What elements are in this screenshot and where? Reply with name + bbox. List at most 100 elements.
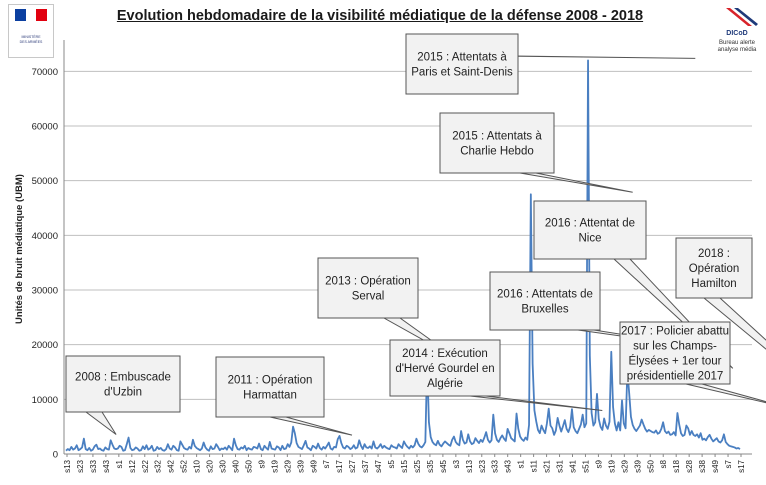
ministry-logo-line-1: MINISTÈRE — [21, 35, 41, 39]
x-tick-label: s22 — [141, 459, 150, 472]
x-tick-label: s29 — [620, 459, 629, 472]
x-tick-label: s51 — [581, 459, 590, 472]
x-tick-label: s17 — [737, 459, 746, 472]
flag-red-stripe — [36, 9, 48, 21]
x-tick-label: s21 — [543, 459, 552, 472]
x-tick-label: s25 — [413, 459, 422, 472]
callout-label: Charlie Hebdo — [460, 146, 534, 158]
x-tick-label: s52 — [180, 459, 189, 472]
dicod-blue-stroke — [734, 8, 758, 26]
x-tick-label: s31 — [556, 459, 565, 472]
y-tick-label: 10000 — [32, 395, 58, 406]
x-tick-label: s49 — [711, 459, 720, 472]
x-tick-label: s29 — [283, 459, 292, 472]
x-tick-label: s7 — [724, 459, 733, 468]
callout-box — [489, 271, 601, 331]
callout-label: Paris et Saint-Denis — [411, 67, 513, 79]
x-tick-label: s42 — [167, 459, 176, 472]
french-flag-icon — [15, 9, 48, 21]
x-tick-label: s9 — [594, 459, 603, 468]
x-tick-label: s10 — [193, 459, 202, 472]
y-tick-label: 40000 — [32, 231, 58, 242]
callout-pointer — [469, 395, 603, 411]
x-tick-label: s50 — [646, 459, 655, 472]
callout-label: Algérie — [427, 378, 463, 390]
callout-label: Serval — [352, 291, 385, 303]
x-tick-label: s7 — [322, 459, 331, 468]
callout-label: 2016 : Attentats de — [497, 289, 593, 301]
callout-label: d'Hervé Gourdel en — [395, 363, 494, 375]
x-tick-label: s11 — [530, 459, 539, 472]
dicod-red-stroke — [726, 8, 752, 26]
x-tick-label: s35 — [426, 459, 435, 472]
callout-box — [405, 33, 519, 95]
callout-label: Opération — [689, 263, 740, 275]
x-tick-label: s32 — [154, 459, 163, 472]
x-tick-label: s5 — [387, 459, 396, 468]
x-tick-label: s38 — [698, 459, 707, 472]
callout-box — [619, 321, 731, 385]
y-tick-label: 60000 — [32, 122, 58, 133]
ministry-logo-line-2: DES ARMÉES — [19, 40, 43, 44]
callout-label: Élysées + 1er tour — [628, 355, 721, 368]
callout-box — [675, 237, 753, 299]
x-tick-label: s23 — [76, 459, 85, 472]
callout-label: 2018 : — [698, 248, 730, 260]
callout-label: 2016 : Attentat de — [545, 218, 635, 230]
callout-box — [389, 339, 501, 397]
callout-box — [533, 200, 647, 260]
y-axis-title: Unités de bruit médiatique (UBM) — [14, 174, 25, 324]
x-tick-label: s13 — [63, 459, 72, 472]
callout-box — [439, 112, 555, 174]
y-tick-label: 70000 — [32, 67, 58, 78]
callout-label: présidentielle 2017 — [627, 371, 724, 383]
callout-label: 2015 : Attentats à — [417, 52, 507, 64]
callout-pointer — [84, 411, 117, 435]
x-tick-label: s30 — [219, 459, 228, 472]
x-tick-label: s18 — [672, 459, 681, 472]
flag-blue-stripe — [15, 9, 26, 21]
x-tick-label: s39 — [633, 459, 642, 472]
callout-label: 2017 : Policier abattu — [621, 326, 729, 338]
ministry-logo: MINISTÈRE DES ARMÉES — [8, 4, 54, 58]
dicod-sub-line-1: Bureau alerte — [718, 40, 756, 46]
x-tick-label: s12 — [128, 459, 137, 472]
dicod-sub-line-2: analyse média — [717, 47, 757, 53]
x-tick-label: s20 — [206, 459, 215, 472]
y-tick-label: 20000 — [32, 340, 58, 351]
callout-label: sur les Champs- — [633, 341, 717, 353]
callout-pointer — [685, 383, 766, 404]
x-tick-label: s50 — [244, 459, 253, 472]
x-tick-label: s3 — [452, 459, 461, 468]
x-tick-label: s33 — [89, 459, 98, 472]
x-tick-label: s39 — [296, 459, 305, 472]
callout-label: Bruxelles — [521, 304, 569, 316]
x-tick-label: s1 — [115, 459, 124, 468]
flag-white-stripe — [25, 9, 37, 21]
x-tick-label: s33 — [491, 459, 500, 472]
x-tick-label: s27 — [348, 459, 357, 472]
x-tick-label: s13 — [465, 459, 474, 472]
callout-label: 2015 : Attentats à — [452, 131, 542, 143]
dicod-name: DICoD — [726, 30, 748, 37]
callout-pointer — [519, 172, 633, 193]
x-tick-label: s49 — [309, 459, 318, 472]
dicod-mark-icon — [726, 8, 758, 26]
x-tick-label: s19 — [270, 459, 279, 472]
callout-box — [317, 257, 419, 319]
callout-label: Harmattan — [243, 390, 297, 402]
x-tick-label: s23 — [478, 459, 487, 472]
callout-label: Hamilton — [691, 278, 736, 290]
callout-pointer — [269, 416, 353, 436]
x-tick-label: s47 — [374, 459, 383, 472]
callout-pointer — [497, 55, 696, 59]
x-tick-label: s41 — [569, 459, 578, 472]
x-tick-label: s19 — [607, 459, 616, 472]
x-tick-label: s37 — [361, 459, 370, 472]
x-tick-label: s43 — [102, 459, 111, 472]
x-tick-label: s1 — [517, 459, 526, 468]
x-tick-label: s28 — [685, 459, 694, 472]
dicod-logo: DICoD Bureau alerte analyse média — [712, 4, 762, 58]
